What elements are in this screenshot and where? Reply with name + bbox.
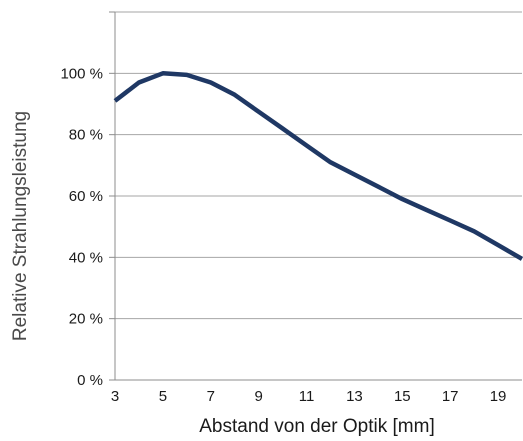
x-tick-label-3: 9 — [254, 388, 262, 405]
x-tick-label-7: 17 — [442, 388, 459, 405]
x-tick-label-6: 15 — [394, 388, 411, 405]
grid-lines — [115, 11, 522, 320]
y-tick-label-2: 40 % — [69, 249, 103, 266]
tick-labels: 0 % 20 % 40 % 60 % 80 % 100 % 3 5 7 9 11 13 15 17 19 — [60, 65, 506, 405]
y-tick-label-3: 60 % — [69, 188, 103, 205]
x-tick-label-1: 5 — [159, 388, 167, 405]
axes — [109, 11, 522, 381]
y-axis-title: Relative Strahlungsleistung — [10, 111, 31, 341]
x-tick-label-4: 11 — [299, 388, 315, 405]
y-tick-label-4: 80 % — [69, 127, 103, 144]
x-tick-label-8: 19 — [490, 388, 507, 405]
y-tick-label-1: 20 % — [69, 311, 103, 328]
x-axis-title: Abstand von der Optik [mm] — [199, 416, 435, 437]
x-tick-label-5: 13 — [346, 388, 363, 405]
series-layer — [113, 71, 523, 261]
series-line-0 — [113, 71, 523, 261]
y-tick-label-0: 0 % — [77, 372, 103, 389]
x-tick-label-0: 3 — [111, 388, 119, 405]
y-tick-label-5: 100 % — [60, 65, 103, 82]
x-tick-label-2: 7 — [207, 388, 215, 405]
